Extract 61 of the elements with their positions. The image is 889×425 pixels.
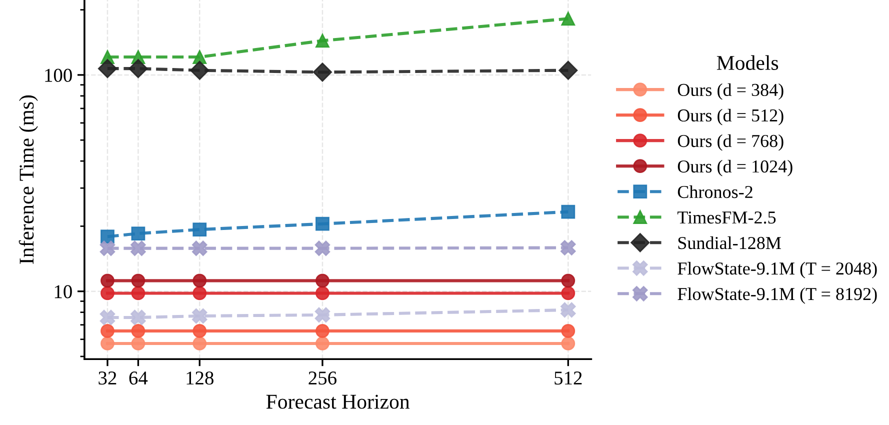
y-tick-label: 10 [54,285,72,298]
point [100,240,116,256]
point [561,336,576,350]
y-tick-label: 100 [45,68,72,82]
point [192,336,207,350]
point [100,286,114,300]
point [130,240,146,256]
legend-label: Ours (d = 384) [678,83,784,100]
x-tick-label: 256 [308,372,336,385]
point [314,240,330,256]
legend-label: Ours (d = 1024) [678,160,792,176]
point [98,59,118,78]
point [192,222,207,236]
point [128,59,148,78]
point [558,60,578,80]
point [316,274,330,288]
legend-title: Models [716,55,778,70]
point [560,302,576,318]
point [100,274,114,288]
x-tick-label: 512 [554,372,582,385]
point [131,274,146,288]
point [192,240,208,256]
point [314,307,330,323]
point [131,226,146,240]
point [312,62,332,82]
x-axis-title: Forecast Horizon [266,394,410,409]
point [190,60,210,80]
legend-label: FlowState-9.1M (T = 8192) [678,287,877,304]
point [131,286,146,300]
point [100,324,114,338]
legend-label: Ours (d = 512) [678,108,784,126]
point [316,336,330,350]
point [192,308,208,324]
point [561,324,576,338]
point [131,336,146,350]
point [316,324,330,338]
point [192,324,207,338]
point [561,286,576,300]
legend-label: Chronos-2 [678,185,752,198]
point [100,336,114,350]
legend-label: TimesFM-2.5 [677,211,776,224]
point [561,274,576,288]
legend-label: Ours (d = 768) [678,134,784,151]
point [561,204,576,219]
point [100,310,116,326]
point [192,274,207,288]
legend-label: FlowState-9.1M (T = 2048) [678,262,877,278]
x-tick-label: 64 [129,372,148,385]
point [316,286,330,300]
legend-label: Sundial-128M [678,236,781,250]
point [100,230,114,244]
y-axis-title: Inference Time (ms) [18,95,38,264]
point [561,12,576,26]
point [316,34,330,48]
point [131,324,146,338]
x-tick-label: 128 [186,371,214,385]
point [316,216,330,231]
point [130,310,146,326]
point [192,286,207,300]
x-tick-label: 32 [98,372,116,385]
point [560,240,576,256]
